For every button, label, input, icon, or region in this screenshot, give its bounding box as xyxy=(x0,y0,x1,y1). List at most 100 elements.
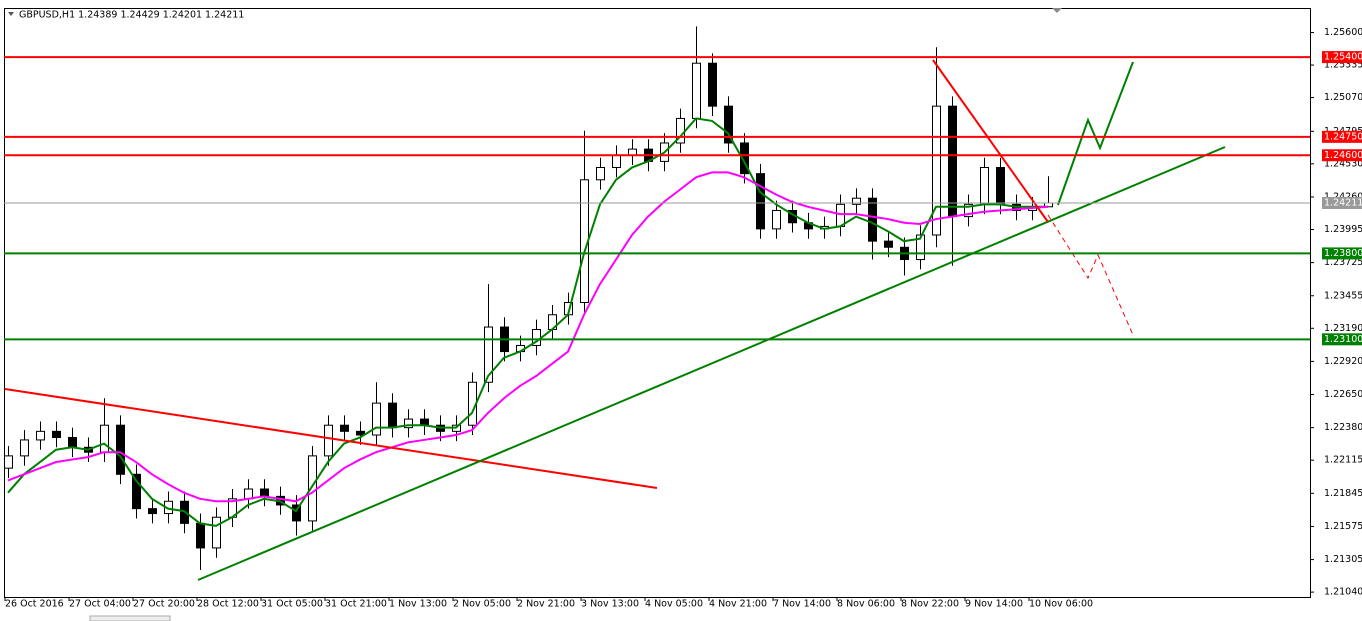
y-tick-label: 1.23190 xyxy=(1324,323,1362,334)
candle-body xyxy=(740,142,749,175)
candle-body xyxy=(196,522,205,549)
x-tick-label: 4 Nov 21:00 xyxy=(709,599,767,610)
x-tick-label: 2 Nov 21:00 xyxy=(517,599,575,610)
level-box xyxy=(1322,51,1362,64)
level-tag: 1.23800 xyxy=(1322,247,1362,260)
candle-body xyxy=(260,488,269,497)
x-tick-label: 8 Nov 22:00 xyxy=(901,599,959,610)
plot-frame xyxy=(4,8,1311,598)
y-tick-label: 1.24260 xyxy=(1324,191,1362,202)
level-box xyxy=(1322,149,1362,162)
candle-body xyxy=(36,430,45,441)
candle-body xyxy=(964,203,973,218)
candle-body xyxy=(596,167,605,181)
y-tick-label: 1.25335 xyxy=(1324,60,1362,71)
candle-body xyxy=(388,402,397,429)
y-tick-label: 1.21305 xyxy=(1324,554,1362,565)
y-tick-label: 1.21575 xyxy=(1324,521,1362,532)
x-tick-label: 10 Nov 06:00 xyxy=(1029,599,1093,610)
y-tick-label: 1.24530 xyxy=(1324,158,1362,169)
candle-body xyxy=(324,424,333,457)
y-tick-label: 1.23455 xyxy=(1324,290,1362,301)
x-tick-label: 8 Nov 06:00 xyxy=(837,599,895,610)
y-tick-label: 1.25070 xyxy=(1324,92,1362,103)
candle-body xyxy=(916,234,925,261)
candle-body xyxy=(212,516,221,549)
x-tick-label: 3 Nov 13:00 xyxy=(581,599,639,610)
y-tick-label: 1.23995 xyxy=(1324,224,1362,235)
x-tick-label: 4 Nov 05:00 xyxy=(645,599,703,610)
candle-body xyxy=(20,439,29,457)
moving-average xyxy=(7,117,1048,527)
y-tick-label: 1.22920 xyxy=(1324,356,1362,367)
candle-body xyxy=(756,173,765,230)
candle-body xyxy=(772,209,781,230)
level-box xyxy=(1322,333,1362,346)
chart-title: GBPUSD,H1 1.24389 1.24429 1.24201 1.2421… xyxy=(19,10,244,21)
level-tag: 1.25400 xyxy=(1322,51,1362,64)
shift-marker xyxy=(1052,8,1062,13)
x-tick-label: 1 Nov 13:00 xyxy=(389,599,447,610)
level-tag: 1.24750 xyxy=(1322,130,1362,143)
candle-body xyxy=(484,326,493,383)
moving-average xyxy=(7,171,1049,503)
level-tag: 1.23100 xyxy=(1322,333,1362,346)
level-label: 1.25400 xyxy=(1324,52,1362,63)
level-box xyxy=(1322,196,1362,209)
candle-body xyxy=(404,418,413,429)
y-tick-label: 1.21845 xyxy=(1324,488,1362,499)
marks-layer xyxy=(4,26,1053,571)
candle-body xyxy=(116,424,125,475)
levels-layer: 1.25400 1.24750 1.24600 1.24211 1.23800 1.231… xyxy=(4,51,1362,346)
candle-body xyxy=(356,430,365,436)
level-label: 1.23100 xyxy=(1324,334,1362,345)
y-tick-label: 1.22380 xyxy=(1324,422,1362,433)
trendline xyxy=(4,388,658,489)
x-tick-label: 2 Nov 05:00 xyxy=(453,599,511,610)
level-label: 1.24211 xyxy=(1324,197,1362,208)
candle-body xyxy=(724,105,733,144)
forecast-up xyxy=(1057,61,1134,206)
y-tick-label: 1.25600 xyxy=(1324,27,1362,38)
level-label: 1.24750 xyxy=(1324,131,1362,142)
candle-body xyxy=(884,240,893,248)
level-tag: 1.24600 xyxy=(1322,149,1362,162)
menu-arrow[interactable] xyxy=(8,12,14,16)
tab[interactable] xyxy=(89,615,171,621)
candle-body xyxy=(836,203,845,227)
candle-body xyxy=(52,430,61,438)
y-tick-label: 1.23725 xyxy=(1324,257,1362,268)
candle-body xyxy=(948,105,957,218)
candle-body xyxy=(100,424,109,453)
candle-body xyxy=(4,455,13,469)
level-tag: 1.24211 xyxy=(1322,196,1362,209)
y-tick-label: 1.22650 xyxy=(1324,389,1362,400)
x-tick-label: 27 Oct 04:00 xyxy=(69,599,131,610)
candle-body xyxy=(132,473,141,510)
x-tick-label: 27 Oct 20:00 xyxy=(133,599,195,610)
candle-body xyxy=(708,62,717,107)
x-tick-label: 28 Oct 12:00 xyxy=(197,599,259,610)
candle-body xyxy=(292,504,301,522)
level-label: 1.24600 xyxy=(1324,150,1362,161)
candle-body xyxy=(980,167,989,205)
x-tick-label: 31 Oct 21:00 xyxy=(325,599,387,610)
candle-body xyxy=(372,402,381,436)
level-box xyxy=(1322,247,1362,260)
x-tick-label: 7 Nov 14:00 xyxy=(773,599,831,610)
candle-body xyxy=(868,197,877,242)
drawings xyxy=(4,59,1226,581)
x-tick-label: 31 Oct 05:00 xyxy=(261,599,323,610)
y-tick-label: 1.21040 xyxy=(1324,587,1362,598)
level-label: 1.23800 xyxy=(1324,248,1362,259)
candle-body xyxy=(340,424,349,432)
candle-body xyxy=(852,197,861,205)
level-box xyxy=(1322,130,1362,143)
candle-body xyxy=(996,167,1005,205)
axis-layer: 1.256001.253351.250701.247951.245301.242… xyxy=(4,27,1362,610)
candle-body xyxy=(612,154,621,169)
candle-body xyxy=(68,436,77,448)
